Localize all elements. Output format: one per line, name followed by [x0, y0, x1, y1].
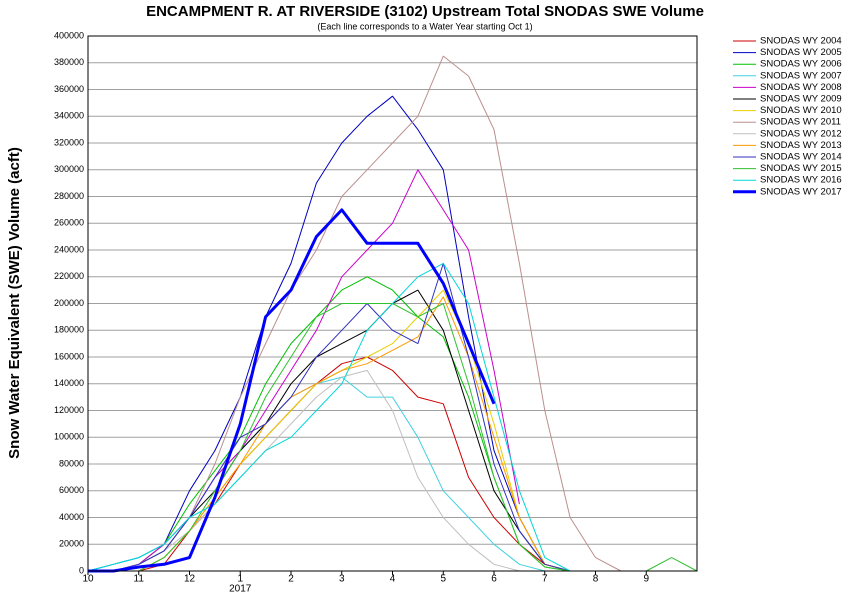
legend-label: SNODAS WY 2014 — [760, 152, 842, 163]
legend-label: SNODAS WY 2015 — [760, 163, 842, 174]
y-tick-label: 320000 — [54, 137, 84, 147]
x-tick-label: 4 — [390, 574, 396, 585]
y-tick-label: 160000 — [54, 351, 84, 361]
y-tick-label: 200000 — [54, 298, 84, 308]
y-axis-label: Snow Water Equivalent (SWE) Volume (acft… — [6, 147, 23, 459]
y-tick-label: 220000 — [54, 271, 84, 281]
legend-label: SNODAS WY 2011 — [760, 117, 841, 128]
legend-label: SNODAS WY 2007 — [760, 70, 842, 81]
x-tick-label: 3 — [339, 574, 345, 585]
y-tick-label: 20000 — [59, 539, 84, 549]
series-line — [88, 208, 496, 573]
y-tick-label: 340000 — [54, 111, 84, 121]
y-tick-label: 0 — [79, 565, 84, 575]
y-tick-label: 400000 — [54, 30, 84, 40]
y-tick-label: 140000 — [54, 378, 84, 388]
x-tick-label: 7 — [542, 574, 548, 585]
legend-label: SNODAS WY 2004 — [760, 36, 842, 47]
legend-label: SNODAS WY 2012 — [760, 128, 842, 139]
chart-title: ENCAMPMENT R. AT RIVERSIDE (3102) Upstre… — [146, 3, 704, 20]
legend-label: SNODAS WY 2017 — [760, 186, 842, 197]
y-tick-label: 300000 — [54, 164, 84, 174]
y-tick-label: 60000 — [59, 485, 84, 495]
y-tick-label: 240000 — [54, 244, 84, 254]
series-line — [88, 169, 520, 572]
y-tick-label: 120000 — [54, 405, 84, 415]
y-tick-label: 180000 — [54, 325, 84, 335]
y-tick-label: 100000 — [54, 432, 84, 442]
x-tick-label: 1 — [237, 574, 243, 585]
legend-label: SNODAS WY 2006 — [760, 59, 842, 70]
legend-label: SNODAS WY 2013 — [760, 140, 842, 151]
x-tick-label: 11 — [134, 574, 145, 585]
y-tick-label: 40000 — [59, 512, 84, 522]
y-tick-label: 380000 — [54, 57, 84, 67]
x-tick-label: 5 — [440, 574, 446, 585]
legend-label: SNODAS WY 2016 — [760, 175, 842, 186]
x-tick-label: 12 — [184, 574, 196, 585]
legend-label: SNODAS WY 2008 — [760, 82, 842, 93]
year-label: 2017 — [229, 584, 252, 595]
x-tick-label: 10 — [82, 574, 94, 585]
plot-frame — [87, 35, 698, 572]
y-tick-label: 80000 — [59, 458, 84, 468]
y-tick-label: 260000 — [54, 218, 84, 228]
x-tick-label: 6 — [491, 574, 497, 585]
x-tick-label: 8 — [593, 574, 599, 585]
y-tick-label: 280000 — [54, 191, 84, 201]
x-tick-label: 2 — [288, 574, 294, 585]
legend-label: SNODAS WY 2010 — [760, 105, 842, 116]
x-tick-label: 9 — [643, 574, 649, 585]
legend-label: SNODAS WY 2009 — [760, 94, 842, 105]
legend-label: SNODAS WY 2005 — [760, 47, 842, 58]
y-tick-label: 360000 — [54, 84, 84, 94]
chart-subtitle: (Each line corresponds to a Water Year s… — [317, 21, 532, 31]
